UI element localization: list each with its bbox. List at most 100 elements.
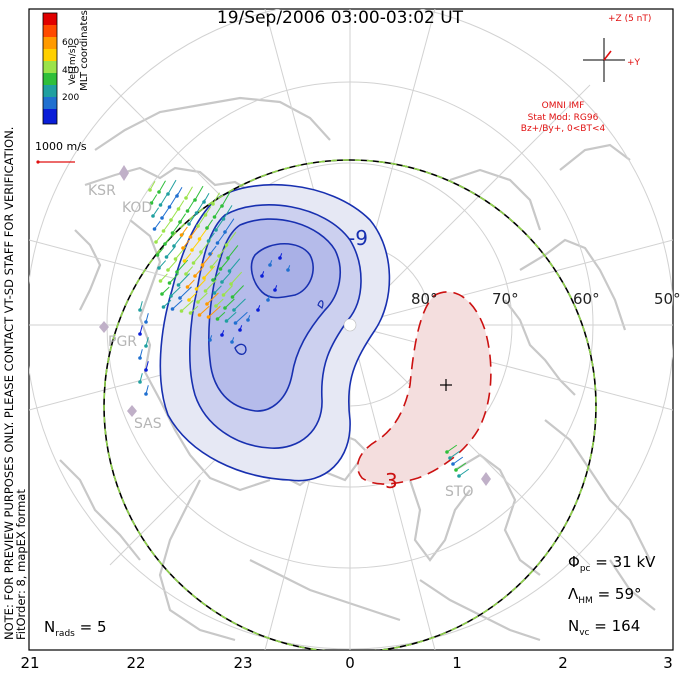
heppner-maynard-boundary-dash [103,159,597,650]
radar-count: Nrads = 5 [44,618,107,639]
vector-origin [203,213,208,217]
vector-origin [217,254,221,258]
vector-origin [260,274,264,278]
vector-origin [166,268,170,272]
vector-origin [209,265,214,269]
velocity-vector [227,245,239,259]
velocity-vector [224,298,235,309]
vector-origin [196,300,200,304]
velocity-vector [206,292,219,305]
velocity-vector [172,299,183,310]
velocity-vector [208,305,221,318]
vector-origin [238,328,242,332]
velocity-vector [158,180,166,193]
colorbar-tick-200: 200 [62,93,80,103]
vector-origin [448,456,452,460]
velocity-vector [193,252,203,264]
vector-origin [211,278,215,282]
station-markers [99,165,491,486]
velocity-vector [215,218,224,231]
velocity-vector [164,233,174,245]
lambda-symbol: Λ [568,585,579,603]
colorbar-tick-400: 400 [62,66,80,76]
vector-origin [227,269,232,273]
vector-origin [138,380,142,384]
imf-source: OMNI IMF [541,101,585,111]
latitude-label-50: 50° [654,290,680,308]
vector-origin [160,292,164,296]
vector-origin [215,241,220,245]
velocity-vector [197,292,208,303]
colorbar-tick-600: 600 [62,38,80,48]
vector-origin [155,253,160,257]
velocity-vector [167,179,177,195]
vector-count: Nvc = 164 [568,617,640,638]
pole-marker [343,318,357,332]
vector-origin [199,250,203,254]
velocity-vector [188,212,197,225]
vector-origin [176,283,181,287]
preview-note-line-2: FitOrder: 8, mapEX format [14,489,28,640]
vector-origin [170,231,175,235]
vector-origin [230,295,235,299]
vector-origin [457,474,461,478]
mlt-tick-22: 22 [126,654,146,672]
phi-symbol: Φ [568,553,580,571]
velocity-vector [167,259,178,271]
velocity-vector [166,246,176,258]
velocity-vector [214,205,222,218]
vector-origin [221,293,226,297]
vector-origin [178,296,182,300]
vector-origin [266,298,270,302]
velocity-vector [455,462,467,471]
vector-origin [194,287,199,291]
mlt-tick-2: 2 [558,654,568,672]
vector-origin [138,308,142,312]
positive-potential-cell [356,291,492,485]
vector-origin [173,257,178,261]
velocity-vector [449,450,461,459]
vector-origin [278,256,282,260]
colorbar-label: Vel [m/s] [67,45,78,85]
lambda-value: = 59° [597,585,642,603]
vector-origin [215,317,220,321]
vector-origin [205,226,209,230]
vector-origin [176,207,181,211]
velocity-vector [163,220,172,232]
velocity-vector [226,311,237,322]
nrads-subscript: rads [55,629,75,639]
vector-origin [187,298,191,302]
vector-origin [223,306,227,310]
vector-origin [184,272,188,276]
velocity-vector [194,265,205,277]
velocity-vector [199,305,210,316]
coordinate-label: MLT coordinates [78,10,90,91]
vector-scale-label: 1000 m/s [35,140,87,153]
vector-origin [229,282,233,286]
coastlines [59,96,656,642]
vector-origin [193,198,197,202]
vector-origin [451,462,455,466]
velocity-vector [185,186,193,199]
contour-label-negative: -9 [348,226,368,250]
nvc-value: = 164 [594,617,641,635]
vector-origin [161,229,166,233]
plot-frame [28,8,674,651]
velocity-vectors [138,179,470,478]
velocity-vector [223,285,233,296]
vector-origin [197,313,202,317]
vector-origin [144,344,148,348]
station-label-kod: KOD [122,200,153,216]
latitude-label-80: 80° [411,290,438,308]
station-label-pgr: PGR [108,334,138,350]
velocity-vector [458,468,470,477]
vector-origin [194,211,199,215]
velocity-vector [223,205,233,220]
vector-scale-arrow [36,160,75,164]
vector-origin [454,468,458,472]
vector-origin [184,196,188,200]
velocity-vector [161,206,170,219]
mlt-tick-21: 21 [20,654,40,672]
vector-origin [208,252,212,256]
velocity-vector [205,279,217,292]
